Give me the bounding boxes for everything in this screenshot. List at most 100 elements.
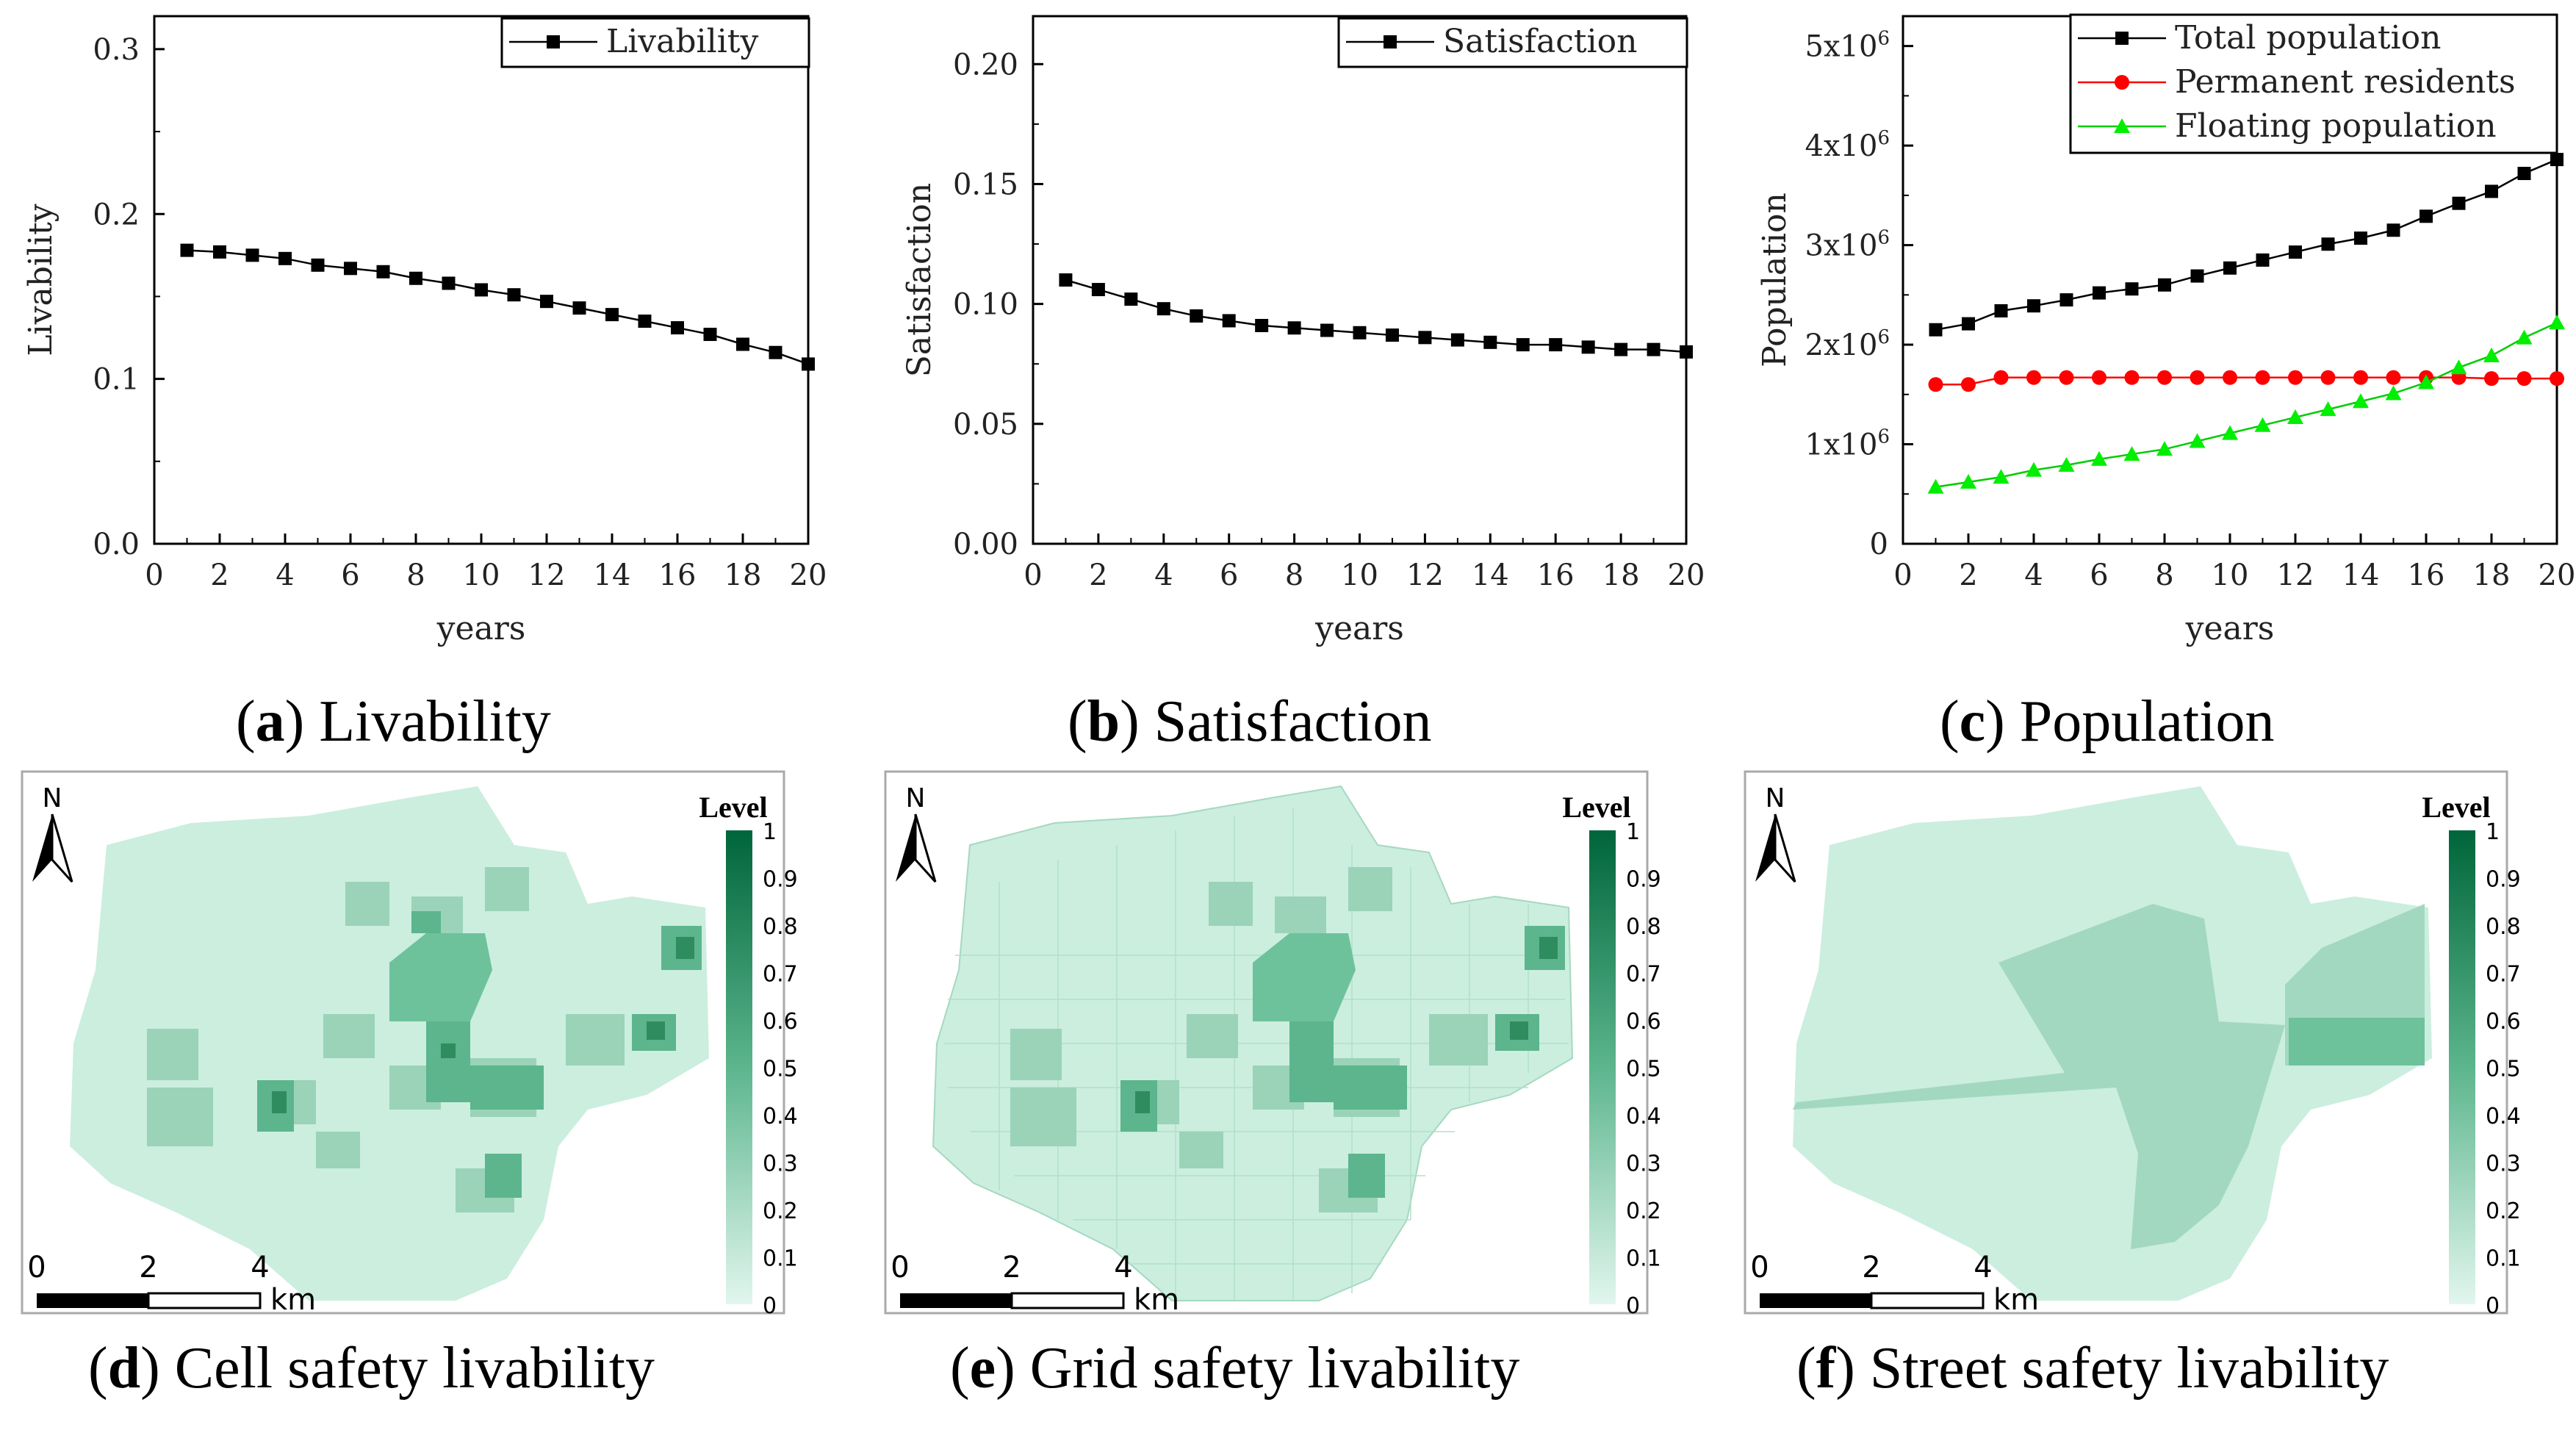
data-point — [2125, 282, 2139, 296]
data-point — [703, 328, 717, 342]
data-point — [1993, 370, 2009, 385]
data-point — [2549, 315, 2565, 330]
data-point — [2190, 269, 2204, 283]
data-point — [2059, 293, 2073, 307]
data-point — [2386, 223, 2400, 237]
level-tick-label: 0.8 — [763, 914, 798, 940]
central-block — [389, 933, 492, 1021]
data-point — [2450, 359, 2467, 375]
data-point — [1680, 345, 1693, 359]
x-tick-label: 18 — [2473, 558, 2511, 592]
data-point — [376, 265, 390, 279]
x-tick-label: 6 — [341, 558, 359, 592]
data-point — [2256, 253, 2270, 267]
level-colorbar — [2449, 830, 2475, 1304]
level-tick-label: 0 — [1626, 1293, 1640, 1319]
data-point — [2254, 417, 2271, 432]
level-tick-label: 0.5 — [763, 1057, 798, 1082]
district-cells-dark — [1120, 926, 1565, 1198]
caption-f: (f) Street safety livability — [1796, 1336, 2389, 1401]
data-point — [507, 288, 521, 302]
central-block — [1253, 933, 1356, 1021]
data-point — [2091, 450, 2107, 466]
series-line-floating-population — [1935, 322, 2558, 489]
y-axis-label: Satisfaction — [901, 183, 938, 377]
data-point — [2354, 231, 2367, 245]
data-point — [1450, 333, 1464, 347]
y-tick-label: 0.0 — [93, 528, 140, 561]
caption-c: (c) Population — [1940, 689, 2274, 754]
y-tick-label: 0.20 — [953, 48, 1018, 82]
x-tick-label: 4 — [2024, 558, 2043, 592]
x-tick-label: 12 — [528, 558, 566, 592]
data-point — [2222, 425, 2238, 440]
level-tick-label: 1 — [2486, 819, 2500, 845]
y-tick-label: 0.00 — [953, 528, 1018, 561]
x-tick-label: 0 — [145, 558, 163, 592]
x-tick-label: 0 — [1893, 558, 1912, 592]
scale-tick-label: 2 — [1862, 1251, 1880, 1284]
data-point — [1320, 323, 1334, 337]
caption-a: (a) Livability — [236, 689, 551, 754]
district-hotspots — [1135, 937, 1558, 1113]
data-point — [2026, 461, 2042, 477]
data-point — [2550, 153, 2564, 167]
data-point — [1927, 478, 1944, 494]
data-point — [1124, 292, 1138, 306]
x-tick-label: 6 — [1220, 558, 1238, 592]
data-point — [1962, 317, 1975, 331]
street-safety-map — [1744, 770, 2508, 1315]
data-point — [2223, 261, 2237, 275]
level-tick-label: 0.7 — [763, 962, 798, 988]
north-arrow-icon — [1774, 813, 1796, 883]
data-point — [2452, 196, 2466, 210]
scale-bar-black — [900, 1293, 1012, 1308]
data-point — [2255, 370, 2270, 385]
data-point — [1516, 338, 1530, 352]
north-arrow-icon — [32, 814, 52, 882]
data-point — [2287, 409, 2303, 424]
data-point — [1614, 342, 1628, 356]
legend-marker — [2114, 118, 2130, 133]
level-tick-label: 1 — [763, 819, 777, 845]
level-tick-label: 0 — [763, 1293, 777, 1319]
y-tick-label: 0.3 — [93, 33, 140, 67]
x-tick-label: 0 — [1023, 558, 1042, 592]
data-point — [442, 276, 456, 290]
level-tick-label: 0.1 — [2486, 1246, 2521, 1272]
data-point — [1156, 302, 1170, 316]
data-point — [1929, 323, 1943, 337]
data-point — [278, 251, 292, 265]
data-point — [2123, 446, 2140, 461]
level-tick-label: 0.9 — [1626, 867, 1661, 893]
data-point — [2385, 385, 2402, 400]
level-tick-label: 0.9 — [2486, 867, 2521, 893]
x-tick-label: 18 — [724, 558, 762, 592]
y-tick-label: 0.10 — [953, 288, 1018, 322]
y-tick-label: 0.2 — [93, 198, 140, 231]
level-colorbar — [726, 830, 752, 1304]
street-zone-dark — [2289, 1018, 2425, 1066]
district-shape — [70, 786, 709, 1301]
level-tick-label: 0.8 — [2486, 914, 2521, 940]
x-tick-label: 16 — [1537, 558, 1575, 592]
scale-unit: km — [1993, 1283, 2039, 1317]
data-point — [2288, 370, 2303, 385]
level-tick-label: 0.1 — [1626, 1246, 1661, 1272]
data-point — [2550, 371, 2564, 387]
data-point — [2223, 370, 2237, 385]
data-point — [180, 243, 194, 257]
satisfaction-chart: 0 2 4 6 8 10 12 14 16 18 20 0.00 0.05 0.10 0.15 0.20 yea… — [901, 15, 1705, 647]
population-chart: 0 2 4 6 8 10 12 14 16 18 20 0 1x106 2x106 3x106 4x106 5x… — [1756, 13, 2575, 647]
y-tick-label: 2x106 — [1805, 326, 1890, 362]
north-arrow-icon — [51, 813, 73, 883]
data-point — [2026, 370, 2041, 385]
legend-marker — [547, 35, 560, 48]
data-point — [572, 301, 586, 315]
data-point — [540, 295, 553, 309]
data-point — [1993, 469, 2010, 484]
x-tick-label: 2 — [210, 558, 229, 592]
legend-marker — [2115, 32, 2129, 45]
y-axis-label: Population — [1756, 193, 1794, 367]
level-tick-label: 0.1 — [763, 1246, 798, 1272]
